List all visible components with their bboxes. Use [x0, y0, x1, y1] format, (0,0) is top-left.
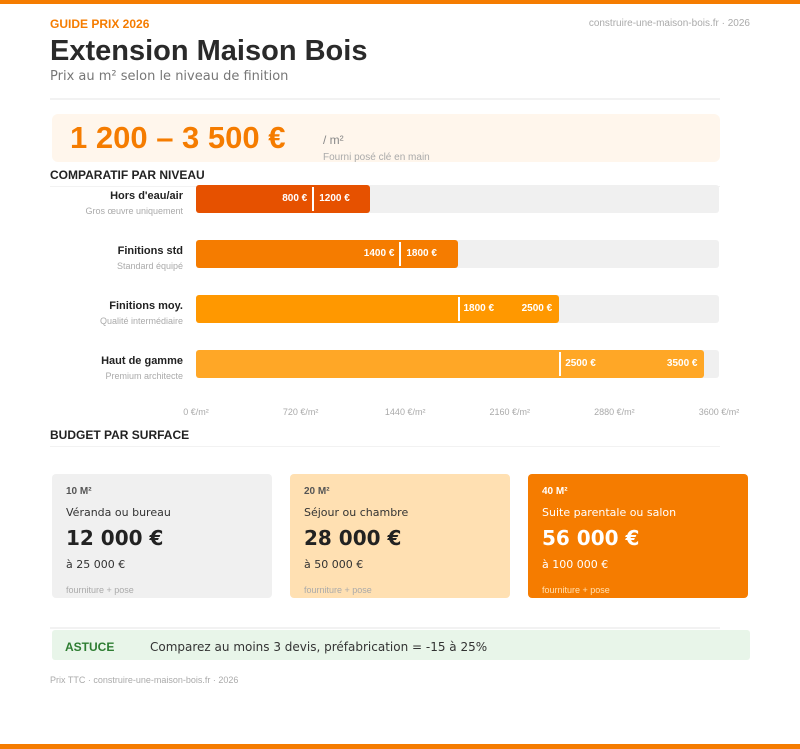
bar-high-label: 1800 €: [406, 248, 437, 259]
card-description: Suite parentale ou salon: [542, 506, 677, 519]
bar-low-label: 1400 €: [363, 248, 395, 259]
card-footnote: fourniture + pose: [542, 585, 610, 595]
tip-label: ASTUCE: [65, 640, 115, 654]
card-size: 40 M²: [542, 486, 568, 497]
card-size: 20 M²: [304, 486, 330, 497]
divider: [50, 98, 720, 100]
section-title-compare: COMPARATIF PAR NIVEAU: [50, 168, 205, 182]
bar-range: [196, 350, 705, 378]
footer-note: Prix TTC · construire-une-maison-bois.fr…: [50, 675, 239, 685]
row-label: Finitions std: [117, 245, 183, 257]
row-sublabel: Premium architecte: [105, 371, 183, 381]
card-price: 56 000 €: [542, 526, 640, 550]
bar-range: [196, 240, 458, 268]
site-label: construire-une-maison-bois.fr · 2026: [588, 18, 750, 29]
card-footnote: fourniture + pose: [66, 585, 134, 595]
card-description: Véranda ou bureau: [66, 506, 171, 519]
tip-text: Comparez au moins 3 devis, préfabricatio…: [150, 640, 488, 654]
divider: [50, 446, 720, 447]
card-price-max: à 25 000 €: [66, 558, 126, 571]
bar-low-marker: [457, 297, 460, 321]
section-title-budget: BUDGET PAR SURFACE: [50, 428, 190, 442]
budget-card: 10 M² Véranda ou bureau 12 000 € à 25 00…: [52, 474, 272, 598]
x-tick-label: 720 €/m²: [282, 407, 319, 417]
bar-low-label: 2500 €: [565, 358, 596, 369]
bar-range: [196, 295, 560, 323]
divider: [50, 627, 720, 629]
bar-low-label: 800 €: [282, 193, 308, 204]
x-tick-label: 0 €/m²: [183, 407, 209, 417]
card-price-max: à 100 000 €: [542, 558, 609, 571]
bar-range: [196, 185, 371, 213]
hero-panel: [52, 114, 720, 162]
tip-banner: [52, 630, 750, 660]
row-label: Finitions moy.: [109, 300, 183, 312]
price-note: Fourni posé clé en main: [323, 152, 430, 163]
bar-low-label: 1800 €: [463, 303, 495, 314]
row-sublabel: Standard équipé: [116, 261, 183, 271]
row-label: Hors d'eau/air: [110, 190, 183, 202]
x-tick-label: 3600 €/m²: [698, 407, 740, 417]
bar-low-marker: [399, 242, 402, 266]
x-tick-label: 1440 €/m²: [384, 407, 426, 417]
card-description: Séjour ou chambre: [304, 506, 409, 519]
card-footnote: fourniture + pose: [304, 585, 372, 595]
page-title: Extension Maison Bois: [50, 35, 368, 67]
card-price: 12 000 €: [66, 526, 164, 550]
price-unit: / m²: [323, 133, 344, 147]
card-size: 10 M²: [66, 486, 92, 497]
bar-high-label: 2500 €: [521, 303, 553, 314]
budget-card: 40 M² Suite parentale ou salon 56 000 € …: [528, 474, 748, 598]
kicker: GUIDE PRIX 2026: [50, 17, 150, 31]
budget-card: 20 M² Séjour ou chambre 28 000 € à 50 00…: [290, 474, 510, 598]
row-sublabel: Gros œuvre uniquement: [85, 206, 183, 216]
bottom-accent-bar: [0, 744, 800, 749]
x-tick-label: 2880 €/m²: [594, 407, 635, 417]
row-label: Haut de gamme: [101, 355, 183, 367]
bar-low-marker: [559, 352, 562, 376]
card-price: 28 000 €: [304, 526, 402, 550]
bar-low-marker: [312, 187, 315, 211]
x-tick-label: 2160 €/m²: [489, 407, 531, 417]
bar-high-label: 3500 €: [666, 358, 698, 369]
card-price-max: à 50 000 €: [304, 558, 364, 571]
page-subtitle: Prix au m² selon le niveau de finition: [50, 69, 289, 84]
bar-high-label: 1200 €: [319, 193, 350, 204]
price-range: 1 200 – 3 500 €: [70, 120, 286, 155]
top-accent-bar: [0, 0, 800, 4]
row-sublabel: Qualité intermédiaire: [99, 316, 183, 326]
